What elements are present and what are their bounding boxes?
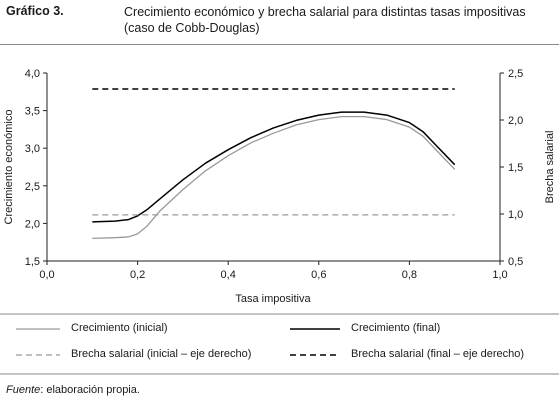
y-right-tick-label: 1,0 [508, 209, 523, 221]
x-tick-label: 0,6 [311, 269, 326, 281]
figure-title: Crecimiento económico y brecha salarial … [124, 4, 554, 36]
y-left-tick-label: 3,5 [25, 106, 40, 118]
figure-header: Gráfico 3. Crecimiento económico y brech… [6, 3, 556, 43]
y-axis-left-title: Crecimiento económico [3, 110, 15, 225]
y-right-tick-label: 2,0 [508, 115, 523, 127]
series-crecimiento-inicial [92, 115, 456, 240]
tick-marks [43, 72, 504, 265]
x-tick-label: 0,4 [221, 269, 236, 281]
y-right-tick-label: 0,5 [508, 256, 523, 268]
x-tick-label: 0,8 [402, 269, 417, 281]
y-left-tick-label: 3,0 [25, 143, 40, 155]
y-right-tick-label: 2,5 [508, 68, 523, 80]
series-crecimiento-final [92, 111, 456, 223]
x-tick-label: 1,0 [492, 269, 507, 281]
y-axis-right-title: Brecha salarial [544, 131, 556, 204]
y-right-tick-label: 1,5 [508, 162, 523, 174]
y-left-tick-label: 2,5 [25, 181, 40, 193]
figure-title-line-1: Crecimiento económico y brecha salarial … [124, 5, 526, 19]
y-left-tick-label: 1,5 [25, 256, 40, 268]
x-axis-title: Tasa impositiva [235, 293, 311, 305]
top-rule [0, 44, 559, 45]
x-tick-label: 0,0 [39, 269, 54, 281]
source-note: Fuente: elaboración propia. [6, 384, 140, 396]
figure-label: Gráfico 3. [6, 4, 64, 18]
tick-labels: 0,0 0,2 0,4 0,6 0,8 1,01,52,02,53,03,54,00,51… [25, 68, 524, 281]
figure-title-line-2: (caso de Cobb-Douglas) [124, 21, 260, 35]
source-text: : elaboración propia. [40, 384, 140, 396]
series-group [92, 88, 456, 240]
chart-axes [46, 73, 501, 262]
y-left-tick-label: 4,0 [25, 68, 40, 80]
x-tick-label: 0,2 [130, 269, 145, 281]
source-prefix: Fuente [6, 384, 41, 396]
y-left-tick-label: 2,0 [25, 218, 40, 230]
